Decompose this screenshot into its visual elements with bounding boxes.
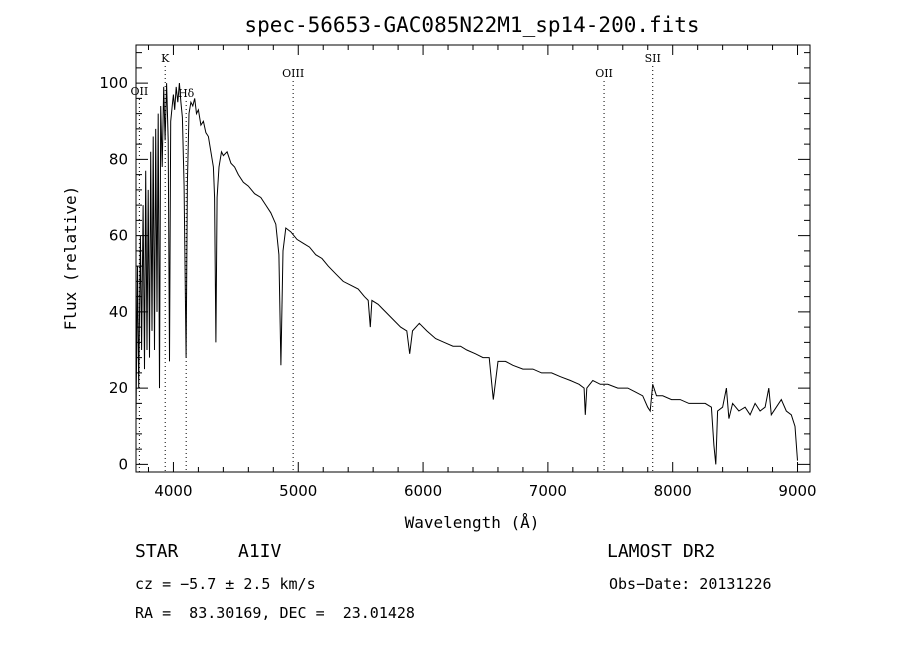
redshift-text: cz = −5.7 ± 2.5 km/s	[135, 575, 316, 593]
plot-frame	[135, 44, 811, 473]
reference-line-label: OIII	[282, 67, 304, 80]
object-type: STAR	[135, 541, 179, 562]
x-tick-label: 8000	[654, 482, 692, 500]
coordinates-text: RA = 83.30169, DEC = 23.01428	[135, 604, 415, 622]
x-tick-label: 7000	[529, 482, 567, 500]
x-tick-label: 4000	[154, 482, 192, 500]
x-tick-label: 5000	[279, 482, 317, 500]
spectrum-series-line	[135, 83, 798, 465]
survey-name: LAMOST DR2	[607, 541, 716, 562]
y-tick-label: 0	[118, 455, 128, 473]
x-axis: 4000 5000 6000 7000 8000 9000	[147, 45, 817, 500]
y-tick-label: 20	[109, 379, 128, 397]
reference-line-label: SII	[645, 52, 661, 65]
y-tick-label: 100	[99, 74, 128, 92]
y-tick-label: 60	[109, 227, 128, 245]
obs-date-text: Obs−Date: 20131226	[609, 575, 772, 593]
y-tick-label: 80	[109, 150, 128, 168]
y-axis-label: Flux (relative)	[61, 186, 80, 331]
reference-line-label: OII	[131, 85, 149, 98]
x-axis-label: Wavelength (Å)	[405, 513, 540, 532]
x-tick-label: 6000	[404, 482, 442, 500]
reference-line-label: Hδ	[178, 87, 195, 100]
reference-line-label: K	[161, 52, 170, 65]
reference-lines: OII K Hδ OIII OII SII	[131, 52, 661, 472]
x-tick-label: 9000	[778, 482, 816, 500]
y-axis: 0 20 40 60 80 100	[99, 52, 810, 473]
y-tick-label: 40	[109, 303, 128, 321]
reference-line-label: OII	[595, 67, 613, 80]
chart-title: spec-56653-GAC085N22M1_sp14-200.fits	[244, 13, 699, 37]
spectral-subclass: A1IV	[238, 541, 282, 562]
